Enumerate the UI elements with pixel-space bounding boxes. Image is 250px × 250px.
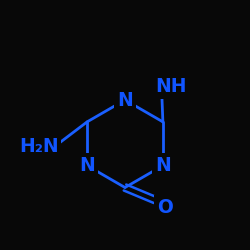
Text: H₂N: H₂N — [19, 137, 59, 156]
Text: N: N — [79, 156, 95, 175]
Text: NH: NH — [156, 77, 187, 96]
Text: N: N — [155, 156, 171, 175]
Text: O: O — [157, 198, 173, 217]
Text: N: N — [117, 90, 133, 110]
